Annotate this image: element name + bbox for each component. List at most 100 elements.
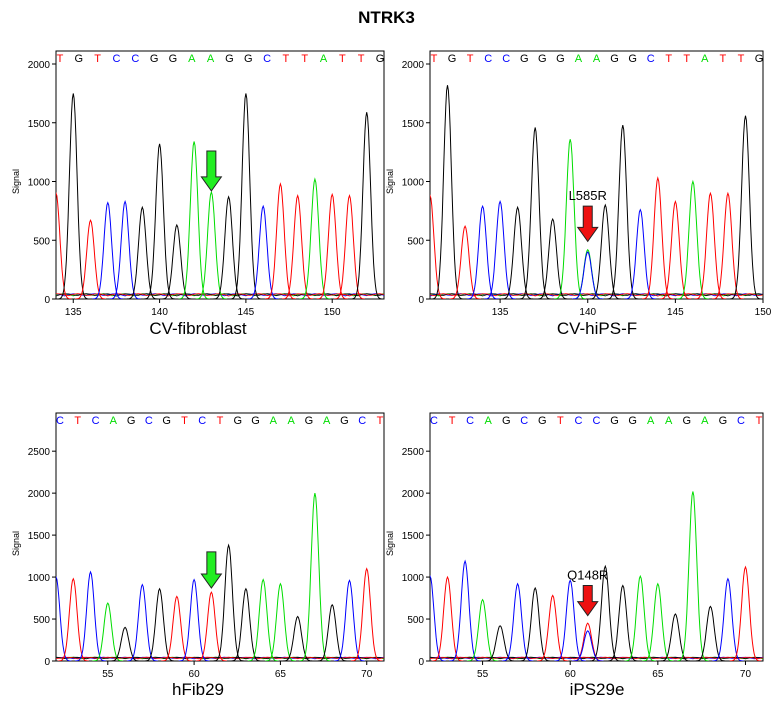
peak-10-g [213,195,245,299]
x-tick-label: 135 [65,307,82,318]
peak-16-t [694,191,727,299]
secondary-peak-0-c [572,251,604,299]
base-call-9: T [217,415,224,427]
x-tick-label: 60 [189,669,201,680]
peak-11-g [607,584,639,661]
peak-4-c [484,200,516,299]
peak-6-g [143,143,176,299]
peak-10-g [589,203,622,299]
base-call-8: A [207,53,215,65]
peak-0-c [56,575,72,661]
base-call-2: C [466,415,474,427]
baseline-noise-g [56,293,384,297]
trace-group [430,85,763,299]
base-call-6: G [169,53,178,65]
y-tick-label: 1000 [402,573,425,584]
baseline-noise-t [56,293,384,297]
base-call-15: T [339,53,346,65]
peak-18-g [729,115,762,299]
y-tick-label: 1000 [402,178,425,189]
base-call-17: C [737,415,745,427]
peak-1-g [431,85,464,299]
base-call-17: T [738,53,745,65]
peak-5-c [501,582,534,661]
x-tick-label: 55 [102,669,114,680]
peak-2-c [449,559,481,661]
baseline-noise-g [430,293,763,297]
base-call-16: G [719,415,728,427]
panel-caption-cv-fibroblast: CV-fibroblast [149,319,247,338]
y-tick-label: 500 [33,615,50,626]
base-call-10: G [610,415,619,427]
peak-2-t [449,225,481,299]
peak-4-c [109,199,141,299]
base-call-17: C [358,415,366,427]
peak-6-g [144,587,176,661]
base-call-0: T [57,53,64,65]
trace-group [430,491,763,661]
peak-13-a [642,582,674,661]
peak-0-c [430,574,446,661]
peak-15-a [299,492,331,661]
base-call-1: G [75,53,84,65]
peak-0-t [56,191,72,299]
peak-11-g [606,124,639,299]
base-call-11: G [251,415,260,427]
y-tick-label: 0 [44,295,50,306]
peak-5-c [126,583,158,661]
y-tick-label: 1500 [402,531,425,542]
base-call-14: A [320,53,328,65]
peak-12-c [624,208,657,299]
base-call-3: C [484,53,492,65]
peak-7-g [536,217,569,299]
peak-3-a [466,598,499,661]
x-tick-label: 70 [740,669,752,680]
peak-16-g [694,605,727,661]
mutation-label: Q148R [567,567,608,582]
base-call-4: C [502,53,510,65]
peak-7-g [161,223,193,299]
y-tick-label: 1000 [28,178,51,189]
base-call-1: G [448,53,457,65]
peak-17-c [333,579,365,661]
x-tick-label: 145 [667,307,684,318]
peak-12-c [247,204,279,299]
y-tick-label: 2000 [28,489,51,500]
base-call-4: G [127,415,136,427]
peak-17-c [712,577,744,661]
base-call-4: G [502,415,511,427]
base-call-12: A [647,415,655,427]
base-call-9: C [593,415,601,427]
base-call-15: A [701,415,709,427]
peak-5-g [501,205,534,299]
base-call-16: G [340,415,349,427]
base-call-17: G [376,53,385,65]
secondary-peak-0-c [572,630,604,661]
y-tick-label: 2000 [28,60,51,71]
base-call-11: C [263,53,271,65]
x-tick-label: 140 [579,307,596,318]
y-tick-label: 1500 [28,119,51,130]
base-call-8: A [575,53,583,65]
base-call-18: T [756,415,763,427]
peak-16-g [316,603,348,661]
base-call-13: A [287,415,295,427]
peak-18-g [351,112,383,299]
x-tick-label: 140 [151,307,168,318]
peak-8-a [554,139,587,299]
y-tick-label: 0 [418,657,424,668]
peak-5-g [126,205,158,299]
base-call-16: T [358,53,365,65]
x-tick-label: 150 [324,307,341,318]
base-call-14: G [305,415,314,427]
base-call-1: T [74,415,81,427]
peak-17-t [333,193,366,299]
peak-13-t [642,176,674,299]
base-call-15: A [323,415,331,427]
base-call-10: G [244,53,253,65]
peak-18-t [351,567,383,661]
base-call-14: T [683,53,690,65]
base-call-5: C [145,415,153,427]
x-tick-label: 65 [652,669,664,680]
